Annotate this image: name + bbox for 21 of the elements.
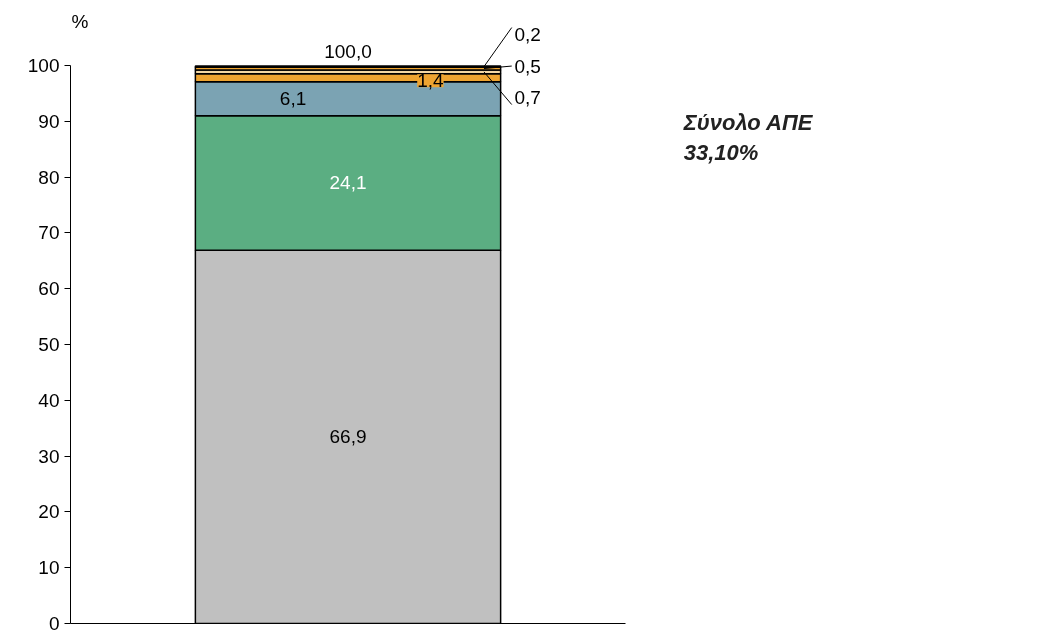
- data-label: 66,9: [329, 426, 367, 448]
- y-tick-label: 70: [38, 222, 60, 244]
- y-tick-label: 40: [38, 389, 60, 411]
- y-tick-label: 30: [38, 445, 60, 467]
- y-tick-label: 0: [48, 613, 60, 631]
- total-label: 100,0: [324, 40, 372, 62]
- y-tick-label: 10: [38, 557, 60, 579]
- data-label: 1,4: [417, 70, 445, 92]
- y-tick-label: 80: [38, 166, 60, 188]
- y-tick-label: 50: [38, 334, 60, 355]
- data-label: 0,2: [514, 23, 541, 45]
- data-label: 0,7: [514, 87, 541, 109]
- y-tick-label: 90: [38, 110, 60, 132]
- y-tick-label: 100: [27, 55, 60, 76]
- y-axis-title: %: [71, 11, 89, 33]
- text: Σύνολο ΑΠΕ 33,10%: [682, 110, 814, 166]
- y-tick-label: 60: [38, 278, 60, 300]
- y-tick-label: 20: [38, 501, 60, 523]
- data-label: 6,1: [279, 88, 307, 110]
- data-label: 0,5: [514, 55, 541, 77]
- data-label: 24,1: [329, 172, 367, 194]
